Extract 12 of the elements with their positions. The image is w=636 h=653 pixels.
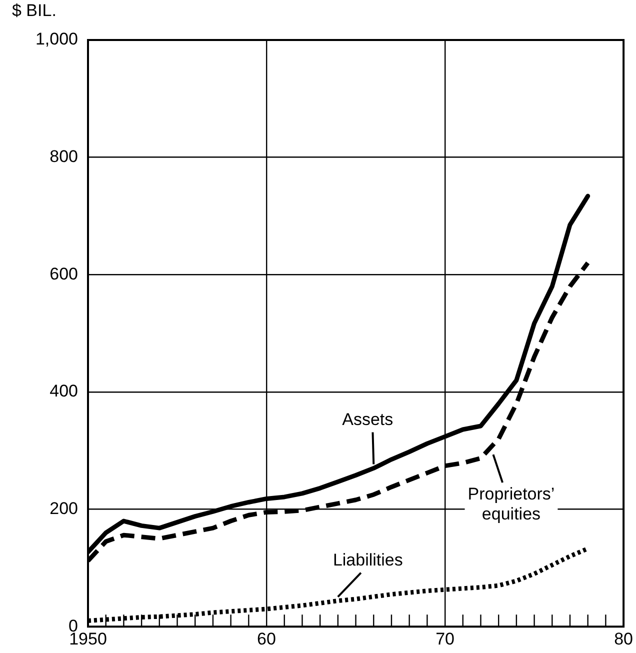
y-tick-label: 200 [50,498,78,518]
annotation: Assets [342,410,394,429]
y-tick-label: 1,000 [35,30,78,49]
x-tick-label: 60 [257,629,276,648]
y-axis-title: $ BIL. [12,1,56,20]
x-tick-label: 70 [436,629,454,648]
x-tick-label: 80 [614,629,634,648]
annotation: Liabilities [332,550,403,570]
y-tick-label: 400 [50,382,78,401]
y-tick-label: 800 [50,147,78,166]
y-tick-label: 600 [50,264,78,284]
annotation: Proprietors’ equities [468,484,555,524]
